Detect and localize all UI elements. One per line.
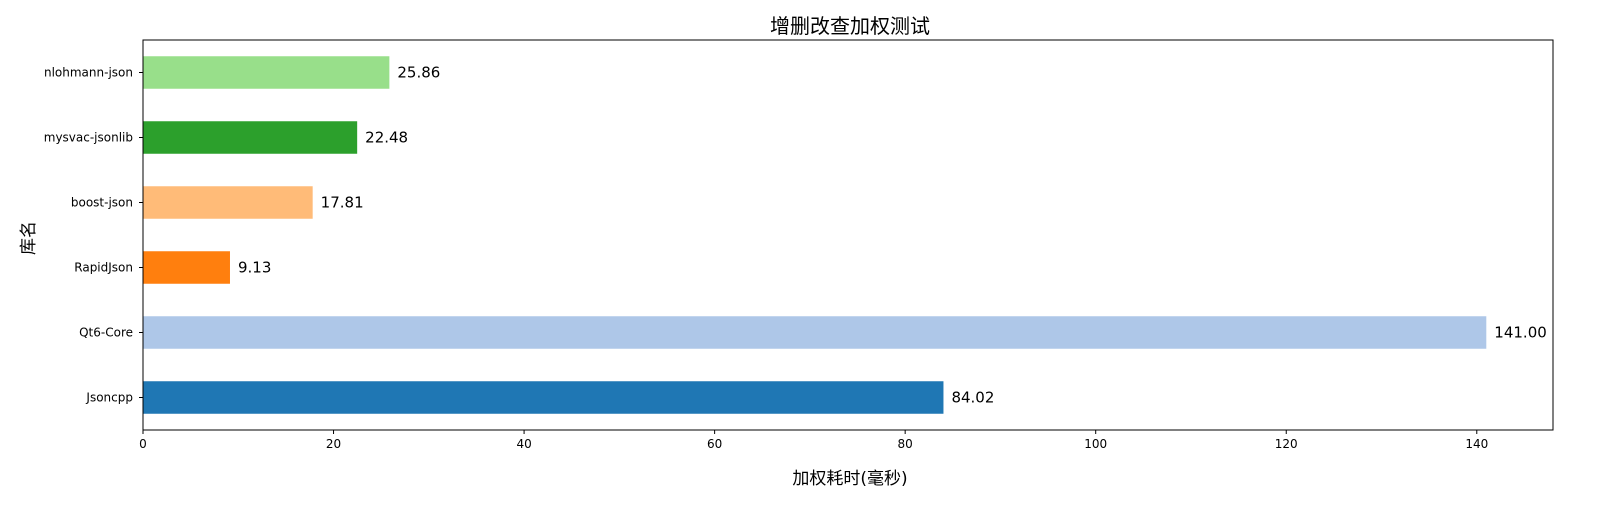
bar-qt6-core	[143, 316, 1487, 349]
category-label-rapidjson: RapidJson	[74, 261, 133, 275]
chart-title: 增删改查加权测试	[770, 14, 930, 38]
plot-area: Jsoncpp 84.02 Qt6-Core 141.00 RapidJson 9.13 b…	[44, 39, 1554, 451]
x-tick-label-60: 60	[707, 437, 722, 451]
bar-boost-json	[143, 186, 313, 219]
x-tick-label-140: 140	[1465, 437, 1488, 451]
category-label-mysvac-jsonlib: mysvac-jsonlib	[44, 131, 133, 145]
x-tick-label-120: 120	[1275, 437, 1298, 451]
y-axis-title: 库名	[19, 221, 39, 255]
value-label-mysvac-jsonlib: 22.48	[365, 129, 408, 147]
bar-mysvac-jsonlib	[143, 121, 358, 154]
bar-jsoncpp	[143, 381, 944, 414]
category-label-qt6-core: Qt6-Core	[79, 326, 133, 340]
value-label-jsoncpp: 84.02	[951, 389, 994, 407]
bar-rapidjson	[143, 251, 230, 284]
value-label-rapidjson: 9.13	[238, 259, 271, 277]
value-label-boost-json: 17.81	[321, 194, 364, 212]
x-tick-label-20: 20	[326, 437, 341, 451]
x-axis-title: 加权耗时(毫秒)	[792, 469, 907, 489]
value-label-qt6-core: 141.00	[1494, 324, 1547, 342]
category-label-nlohmann-json: nlohmann-json	[44, 66, 133, 80]
value-label-nlohmann-json: 25.86	[397, 64, 440, 82]
bar-nlohmann-json	[143, 56, 390, 89]
x-tick-label-0: 0	[139, 437, 147, 451]
category-label-boost-json: boost-json	[71, 196, 133, 210]
x-tick-label-100: 100	[1084, 437, 1107, 451]
x-tick-label-40: 40	[516, 437, 531, 451]
plot-frame	[142, 39, 1554, 431]
x-tick-label-80: 80	[898, 437, 913, 451]
category-label-jsoncpp: Jsoncpp	[85, 391, 133, 405]
